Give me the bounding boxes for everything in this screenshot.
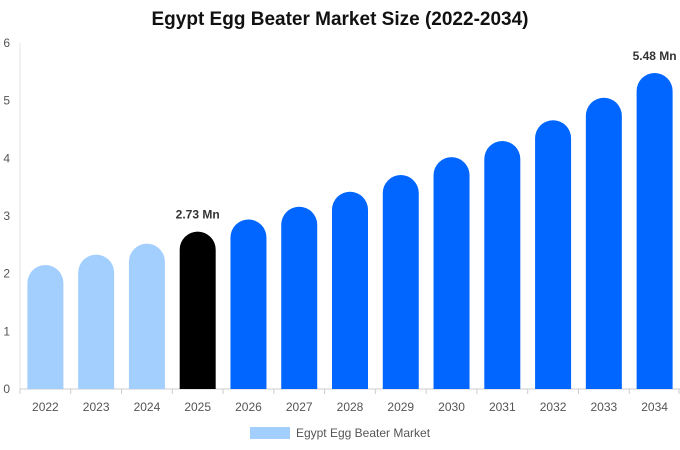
x-tick-label: 2032 <box>540 400 567 414</box>
x-tick-label: 2022 <box>32 400 59 414</box>
chart-title: Egypt Egg Beater Market Size (2022-2034) <box>151 9 529 30</box>
bar-2032 <box>535 120 572 390</box>
y-tick-label: 5 <box>3 94 10 108</box>
x-tick-label: 2027 <box>286 400 313 414</box>
bar-2023 <box>78 254 115 389</box>
y-tick-label: 1 <box>3 324 10 338</box>
bar-2031 <box>484 141 521 389</box>
x-tick-label: 2029 <box>387 400 414 414</box>
x-tick-label: 2033 <box>590 400 617 414</box>
bar-2022 <box>27 265 64 389</box>
x-tick-label: 2024 <box>134 400 161 414</box>
y-tick-label: 0 <box>3 382 10 396</box>
bars <box>27 72 673 390</box>
legend-swatch <box>249 427 290 439</box>
bar-2034 <box>636 72 673 389</box>
x-tick-label: 2023 <box>83 400 110 414</box>
bar-2024 <box>128 243 165 389</box>
bar-2029 <box>382 175 419 389</box>
y-tick-label: 6 <box>3 36 10 50</box>
x-tick-label: 2030 <box>438 400 465 414</box>
y-tick-label: 4 <box>3 151 10 165</box>
axes: 0 1 2 3 4 5 6 2022 2023 2024 2025 2026 2027 2028 2029 2… <box>3 36 680 414</box>
legend: Egypt Egg Beater Market <box>0 426 680 440</box>
legend-label: Egypt Egg Beater Market <box>295 426 431 440</box>
bar-2027 <box>281 206 318 389</box>
x-tick-label: 2031 <box>489 400 516 414</box>
bar-2025 <box>179 231 216 389</box>
bar-2030 <box>433 157 470 389</box>
data-label-2034: 5.48 Mn <box>633 49 677 63</box>
x-tick-label: 2026 <box>235 400 262 414</box>
x-tick-label: 2028 <box>337 400 364 414</box>
data-label-2025: 2.73 Mn <box>176 208 220 222</box>
y-tick-label: 2 <box>3 267 10 281</box>
bar-2026 <box>230 219 267 389</box>
bar-2028 <box>332 191 368 389</box>
data-labels: 2.73 Mn 5.48 Mn <box>176 49 677 222</box>
bar-2033 <box>585 97 622 390</box>
x-tick-label: 2034 <box>641 400 668 414</box>
y-tick-label: 3 <box>3 209 10 223</box>
x-tick-label: 2025 <box>184 400 211 414</box>
